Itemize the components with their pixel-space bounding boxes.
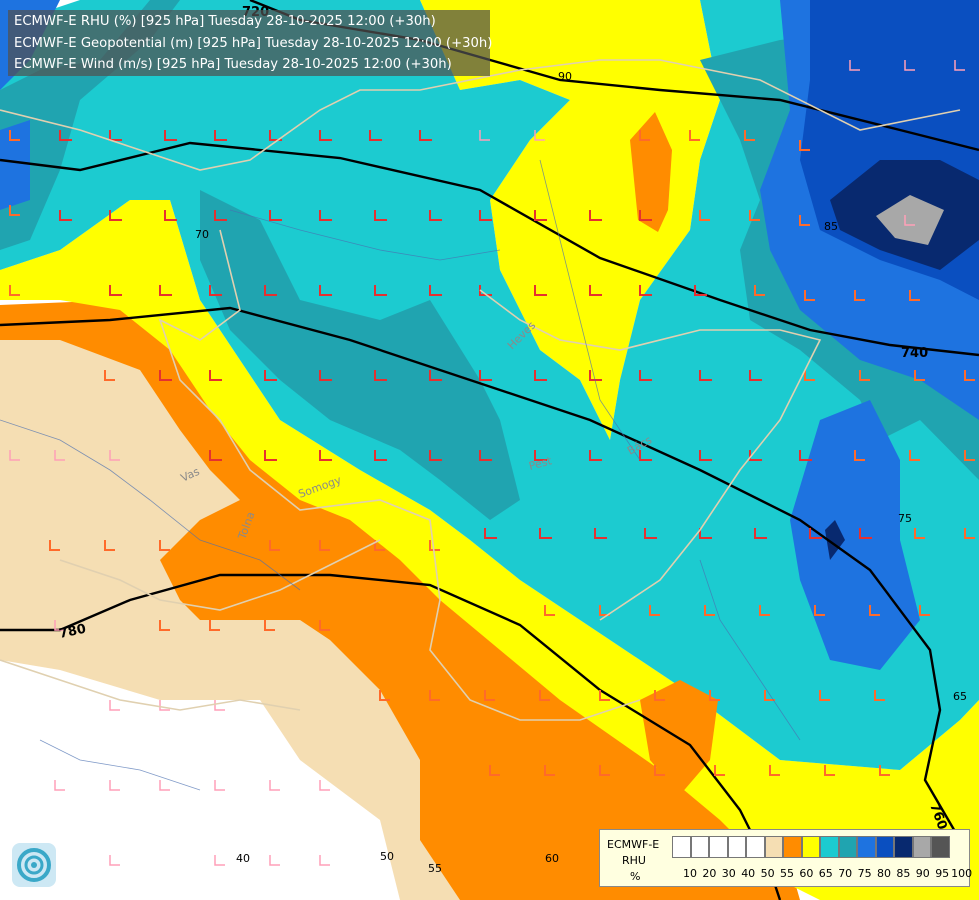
legend-tick-label: 90 — [915, 867, 930, 880]
legend-swatch — [801, 836, 820, 858]
title-rhu: ECMWF-E RHU (%) [925 hPa] Tuesday 28-10-… — [14, 14, 436, 29]
rhu-60-region — [0, 300, 800, 900]
rhu-90-small-region — [825, 520, 845, 560]
legend-tick-label: 55 — [780, 867, 794, 880]
rhu-80-southeast-region — [790, 400, 920, 670]
label-55: 55 — [428, 862, 442, 875]
legend-swatch — [690, 836, 709, 858]
legend-swatch — [709, 836, 728, 858]
rhu-60-north-region — [630, 112, 672, 232]
color-legend: ECMWF-E RHU % 10 20 30 40 50 55 60 65 70 75 80 85 90… — [599, 829, 972, 887]
rhu-75-west-region — [0, 0, 180, 250]
title-geopotential: ECMWF-E Geopotential (m) [925 hPa] Tuesd… — [14, 35, 493, 51]
legend-ticks: 10 20 30 40 50 55 60 65 70 75 80 85 90 95 100 — [672, 867, 972, 881]
legend-swatch — [931, 836, 950, 858]
legend-tick-label: 70 — [838, 867, 853, 880]
legend-tick-label: 50 — [760, 867, 775, 880]
legend-model: ECMWF-E — [607, 838, 660, 851]
isoline-740 — [0, 306, 962, 841]
rhu-95-region — [876, 195, 944, 245]
legend-swatches — [672, 836, 950, 858]
country-borders — [0, 59, 961, 721]
title-wind: ECMWF-E Wind (m/s) [925 hPa] Tuesday 28-… — [14, 57, 452, 72]
isoline-720 — [0, 141, 979, 357]
legend-tick-label: 20 — [702, 867, 717, 880]
label-740: 740 — [901, 346, 928, 361]
legend-tick-label: 10 — [683, 867, 697, 880]
rhu-contour-labels: 40 50 55 60 65 70 75 85 90 — [195, 70, 967, 875]
legend-swatch — [783, 836, 802, 858]
label-780: 780 — [58, 622, 88, 642]
legend-tick-label: 65 — [818, 867, 833, 880]
legend-tick-label: 95 — [935, 867, 950, 880]
logo-icon — [12, 843, 56, 887]
legend-swatch — [764, 836, 783, 858]
legend-tick-label: 100 — [951, 867, 973, 880]
legend-tick-label: 85 — [896, 867, 911, 880]
label-90: 90 — [558, 70, 572, 83]
legend-swatch — [672, 836, 691, 858]
legend-swatch — [875, 836, 894, 858]
label-85: 85 — [824, 220, 838, 233]
legend-swatch — [857, 836, 876, 858]
legend-swatch — [912, 836, 931, 858]
rhu-65-north-region — [420, 0, 720, 440]
legend-unit: % — [630, 870, 641, 883]
legend-swatch — [820, 836, 839, 858]
wind-barbs — [59, 130, 872, 539]
legend-tick-label: 75 — [857, 867, 872, 880]
legend-swatch — [894, 836, 913, 858]
rhu-80-region — [0, 120, 30, 210]
legend-tick-label: 30 — [721, 867, 736, 880]
wind-barbs-pink — [9, 60, 965, 866]
rhu-70-region — [0, 0, 979, 770]
label-60: 60 — [545, 852, 559, 865]
map-title-box: ECMWF-E RHU (%) [925 hPa] Tuesday 28-10-… — [8, 10, 493, 76]
legend-swatch — [746, 836, 765, 858]
legend-tick-label: 80 — [877, 867, 891, 880]
rhu-65-region — [0, 200, 979, 900]
label-50: 50 — [380, 850, 394, 863]
label-75: 75 — [898, 512, 912, 525]
legend-swatch — [727, 836, 746, 858]
rhu-75-region — [200, 190, 520, 520]
wind-barbs-orange — [9, 130, 975, 776]
label-40: 40 — [236, 852, 250, 865]
legend-tick-label: 40 — [741, 867, 756, 880]
label-70: 70 — [195, 228, 209, 241]
label-65: 65 — [953, 690, 967, 703]
place-pest: Pest — [527, 454, 553, 473]
legend-tick-label: 60 — [799, 867, 814, 880]
legend-variable: RHU — [622, 854, 646, 867]
legend-swatch — [838, 836, 857, 858]
rivers — [0, 159, 801, 791]
isoline-780 — [0, 573, 782, 900]
